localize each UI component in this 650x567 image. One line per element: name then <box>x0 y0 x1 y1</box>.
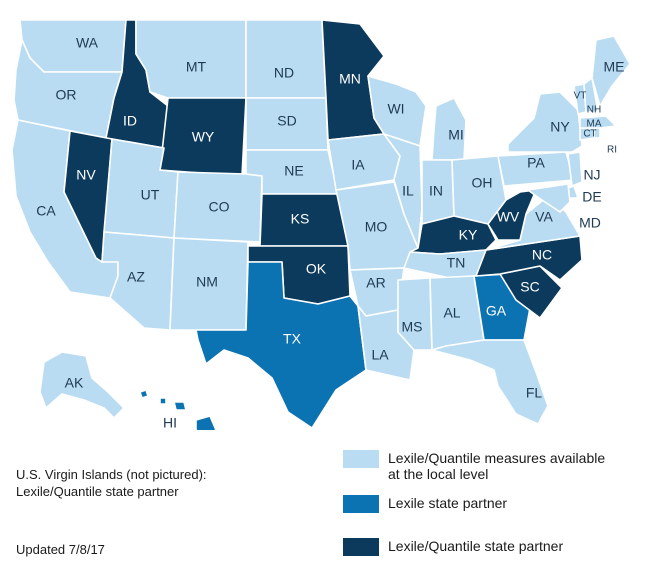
state-label-sc: SC <box>520 279 539 295</box>
state-label-mt: MT <box>186 59 207 75</box>
virgin-islands-note-line2: Lexile/Quantile state partner <box>16 484 179 499</box>
state-label-nh: NH <box>587 105 601 116</box>
state-label-nj: NJ <box>583 167 600 183</box>
state-label-mo: MO <box>365 219 388 235</box>
legend-swatch-local <box>343 450 379 468</box>
state-label-hi: HI <box>163 415 177 430</box>
state-label-fl: FL <box>526 385 543 401</box>
legend-item-lexile-quantile-partner: Lexile/Quantile state partner <box>343 538 648 556</box>
state-label-wv: WV <box>497 209 520 225</box>
state-label-ok: OK <box>306 261 327 277</box>
state-fl <box>431 339 549 425</box>
legend-label-lexile: Lexile state partner <box>388 495 508 511</box>
legend-item-lexile-partner: Lexile state partner <box>343 495 648 513</box>
state-ms <box>397 277 433 351</box>
state-label-mn: MN <box>339 71 361 87</box>
state-label-ct: CT <box>583 129 596 140</box>
us-states-map: WA OR CA ID NV MT WY UT AZ CO NM ND SD NE KS OK TX MN IA MO… <box>11 19 631 430</box>
state-label-ak: AK <box>65 375 84 391</box>
state-label-vt: VT <box>574 91 587 102</box>
state-wi <box>367 75 427 147</box>
state-label-ca: CA <box>36 203 56 219</box>
state-label-ks: KS <box>291 211 310 227</box>
updated-date: Updated 7/8/17 <box>16 542 105 557</box>
state-ma <box>579 115 617 129</box>
state-me <box>591 35 631 107</box>
state-label-nc: NC <box>532 247 552 263</box>
state-label-pa: PA <box>527 155 545 171</box>
state-label-al: AL <box>443 305 460 321</box>
legend-label-lq: Lexile/Quantile state partner <box>388 538 564 554</box>
legend-swatch-lexile <box>343 495 379 513</box>
state-label-ky: KY <box>459 227 478 243</box>
state-label-co: CO <box>209 199 230 215</box>
state-labels-layer: WA OR CA ID NV MT WY UT AZ CO NM ND SD NE KS OK TX MN IA MO… <box>36 35 624 430</box>
state-label-wa: WA <box>76 35 99 51</box>
state-ak <box>39 351 125 419</box>
state-label-nv: NV <box>76 167 96 183</box>
state-label-or: OR <box>56 87 77 103</box>
state-label-ia: IA <box>351 157 365 173</box>
state-label-in: IN <box>429 183 443 199</box>
state-label-md: MD <box>579 215 601 231</box>
legend-swatch-lq <box>343 538 379 556</box>
state-label-oh: OH <box>472 175 493 191</box>
state-label-ar: AR <box>366 275 385 291</box>
state-label-mi: MI <box>448 127 464 143</box>
state-label-ga: GA <box>486 303 507 319</box>
state-label-ne: NE <box>284 163 303 179</box>
state-hi <box>139 389 217 430</box>
state-nd <box>245 19 327 99</box>
state-label-ma: MA <box>587 119 602 130</box>
state-nc <box>475 235 583 281</box>
states-layer <box>11 19 631 430</box>
state-nh <box>583 77 599 113</box>
legend-label-local-line2: at the local level <box>388 466 489 482</box>
state-wv <box>487 189 537 241</box>
state-label-il: IL <box>402 183 414 199</box>
state-label-de: DE <box>582 189 601 205</box>
state-label-tx: TX <box>283 331 302 347</box>
state-nv <box>63 130 113 263</box>
state-tx <box>195 261 367 429</box>
state-label-ny: NY <box>550 119 570 135</box>
state-nj <box>567 151 583 187</box>
state-label-sd: SD <box>277 113 296 129</box>
state-label-wi: WI <box>387 101 404 117</box>
legend-label-local-line1: Lexile/Quantile measures available <box>388 450 606 466</box>
state-md <box>527 183 571 213</box>
state-ny <box>507 91 583 153</box>
state-il <box>383 133 423 249</box>
legend-item-local-level: Lexile/Quantile measures available at th… <box>343 450 648 482</box>
virgin-islands-note-line1: U.S. Virgin Islands (not pictured): <box>16 467 207 482</box>
virgin-islands-note: U.S. Virgin Islands (not pictured): Lexi… <box>16 466 207 500</box>
state-label-ri: RI <box>607 145 617 156</box>
state-label-nm: NM <box>196 274 218 290</box>
state-label-la: LA <box>371 347 389 363</box>
state-label-me: ME <box>604 59 625 75</box>
state-label-va: VA <box>535 209 553 225</box>
state-label-ut: UT <box>141 187 160 203</box>
state-label-nd: ND <box>274 65 294 81</box>
state-label-az: AZ <box>127 269 145 285</box>
state-label-wy: WY <box>192 129 215 145</box>
state-label-ms: MS <box>402 319 423 335</box>
state-label-tn: TN <box>447 255 466 271</box>
state-label-id: ID <box>123 113 137 129</box>
